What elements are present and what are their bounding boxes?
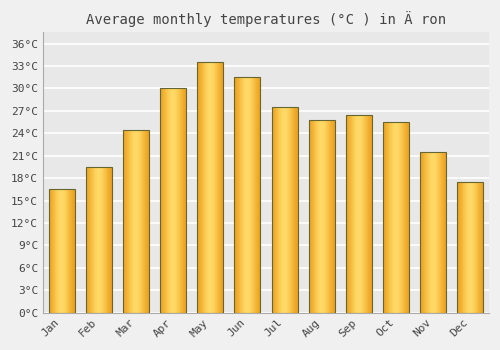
Bar <box>160 89 186 313</box>
Bar <box>420 152 446 313</box>
Bar <box>346 114 372 313</box>
Bar <box>48 189 74 313</box>
Bar <box>123 130 149 313</box>
Bar <box>383 122 409 313</box>
Title: Average monthly temperatures (°C ) in Ä ron: Average monthly temperatures (°C ) in Ä … <box>86 11 446 27</box>
Bar <box>458 182 483 313</box>
Bar <box>197 62 223 313</box>
Bar <box>234 77 260 313</box>
Bar <box>308 120 334 313</box>
Bar <box>272 107 297 313</box>
Bar <box>86 167 112 313</box>
